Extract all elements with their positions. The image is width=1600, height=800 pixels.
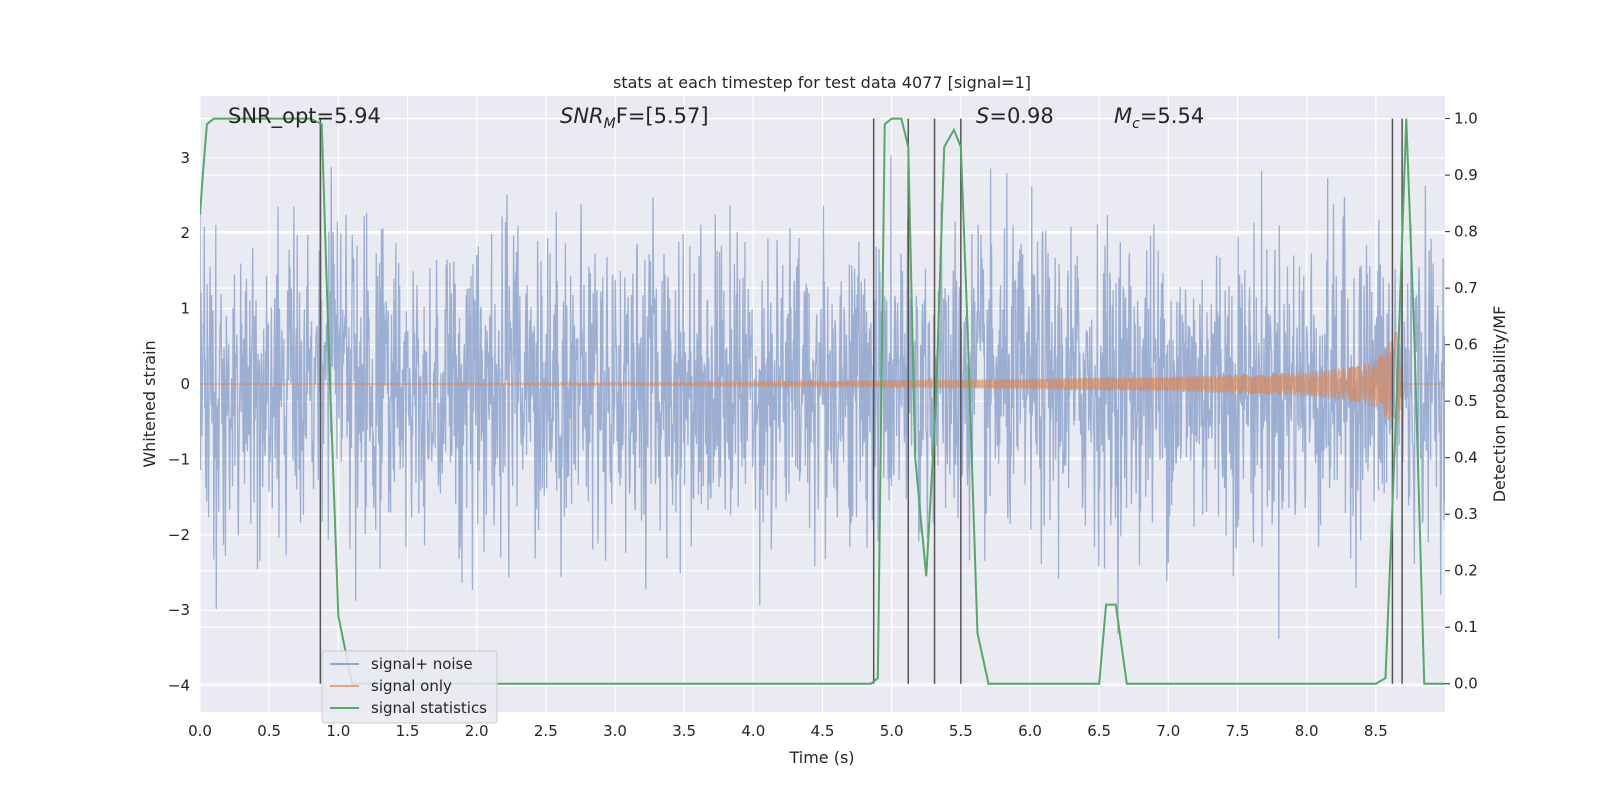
s-value: =0.98 [989, 104, 1053, 128]
y-right-tick-label-8: 0.8 [1454, 223, 1478, 241]
legend-box [321, 650, 498, 724]
y-left-tick-label-2: −2 [168, 526, 190, 544]
y-right-tick-label-7: 0.7 [1454, 279, 1478, 297]
noise-line [200, 146, 1445, 640]
y-left-tick-label-5: 1 [180, 300, 190, 318]
x-tick-label-2: 1.0 [326, 722, 350, 740]
y-right-tick-label-3: 0.3 [1454, 505, 1478, 523]
y-left-tick-label-0: −4 [168, 677, 190, 695]
snr-mf-annotation: SNRMF=[5.57] [560, 104, 709, 132]
x-tick-label-8: 4.0 [741, 722, 765, 740]
x-tick-label-7: 3.5 [672, 722, 696, 740]
x-tick-label-14: 7.0 [1156, 722, 1180, 740]
y-right-tick-label-6: 0.6 [1454, 336, 1478, 354]
y-axis-left-label: Whitened strain [140, 340, 159, 467]
statistics-line [200, 117, 1445, 685]
legend-label-signal: signal only [371, 677, 452, 695]
mc-annotation: Mc=5.54 [1114, 104, 1204, 132]
snr-mf-prefix: SNR [560, 104, 604, 128]
y-axis-right-label: Detection probability/MF [1490, 306, 1509, 503]
x-tick-label-13: 6.5 [1087, 722, 1111, 740]
y-left-tick-label-3: −1 [168, 450, 190, 468]
legend-label-statistics: signal statistics [371, 699, 487, 717]
y-left-tick-label-1: −3 [168, 601, 190, 619]
statistics-series [200, 117, 1445, 685]
snr-mf-sub: M [604, 116, 616, 132]
x-tick-label-17: 8.5 [1364, 722, 1388, 740]
x-axis-ticks: 0.0 0.5 1.0 1.5 2.0 2.5 3.0 3.5 4.0 4.5 5.0 5.5 6.0 6… [188, 722, 1388, 740]
x-tick-label-4: 2.0 [465, 722, 489, 740]
x-tick-label-0: 0.0 [188, 722, 212, 740]
y-axis-right-ticks: 0.0 0.1 0.2 0.3 0.4 0.5 0.6 0.7 0.8 0.9 1.0 [1445, 110, 1478, 693]
y-right-tick-label-5: 0.5 [1454, 392, 1478, 410]
mc-sub: c [1132, 116, 1140, 132]
y-left-tick-label-6: 2 [180, 224, 190, 242]
mc-value: =5.54 [1140, 104, 1204, 128]
signal-line [200, 331, 1445, 429]
y-right-tick-label-2: 0.2 [1454, 562, 1478, 580]
x-tick-label-6: 3.0 [603, 722, 627, 740]
x-tick-label-11: 5.5 [949, 722, 973, 740]
s-annotation: S=0.98 [976, 104, 1054, 128]
x-tick-label-10: 5.0 [880, 722, 904, 740]
y-right-tick-label-9: 0.9 [1454, 166, 1478, 184]
x-tick-label-1: 0.5 [257, 722, 281, 740]
x-tick-label-15: 7.5 [1226, 722, 1250, 740]
y-right-tick-label-10: 1.0 [1454, 110, 1478, 128]
noise-series [200, 146, 1445, 640]
x-tick-label-12: 6.0 [1018, 722, 1042, 740]
chart-title: stats at each timestep for test data 407… [613, 73, 1031, 92]
y-left-tick-label-7: 3 [180, 149, 190, 167]
mc-label: M [1114, 104, 1132, 128]
y-right-tick-label-0: 0.0 [1454, 675, 1478, 693]
y-right-tick-label-4: 0.4 [1454, 449, 1478, 467]
s-label: S [976, 104, 989, 128]
snr-mf-suffix: F=[5.57] [616, 104, 709, 128]
y-left-tick-label-4: 0 [180, 375, 190, 393]
y-axis-left-ticks: −4 −3 −2 −1 0 1 2 3 [168, 149, 190, 695]
x-tick-label-9: 4.5 [811, 722, 835, 740]
legend-label-noise: signal+ noise [371, 655, 473, 673]
x-tick-label-3: 1.5 [396, 722, 420, 740]
snr-opt-annotation: SNR_opt=5.94 [228, 104, 381, 129]
vertical-markers [319, 118, 1403, 684]
x-axis-label: Time (s) [788, 748, 854, 767]
legend: signal+ noise signal only signal statist… [321, 650, 498, 724]
y-right-tick-label-1: 0.1 [1454, 618, 1478, 636]
signal-series [200, 331, 1445, 429]
x-tick-label-5: 2.5 [534, 722, 558, 740]
x-tick-label-16: 8.0 [1295, 722, 1319, 740]
